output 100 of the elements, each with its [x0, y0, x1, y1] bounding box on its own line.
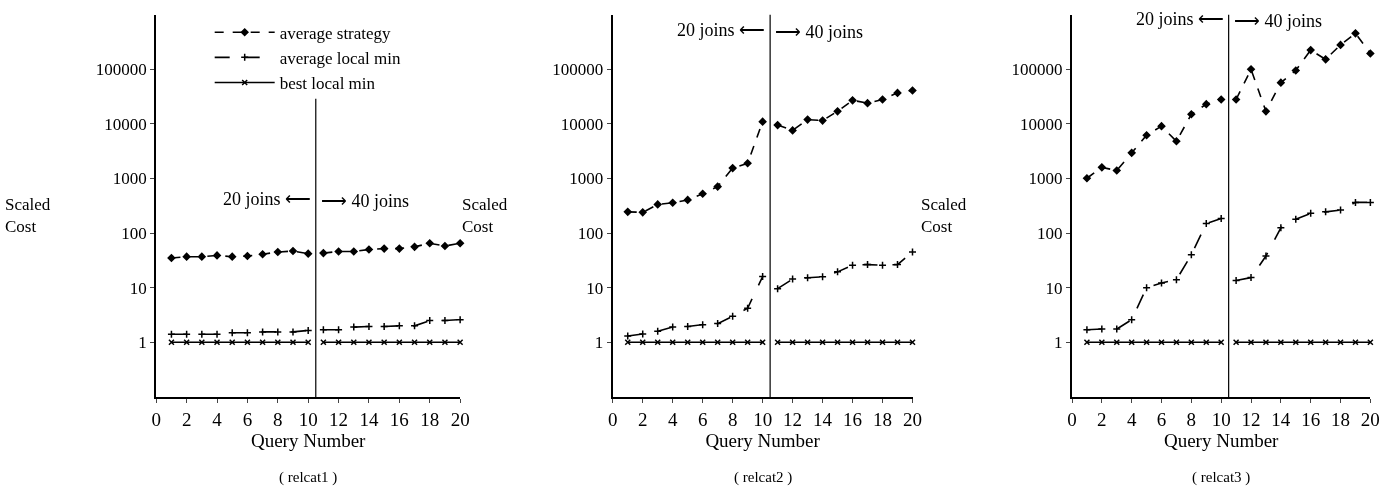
point: [684, 339, 691, 346]
y-tick-label: 1000: [1028, 169, 1063, 189]
x-tick-label: 4: [212, 408, 223, 430]
point: [1097, 324, 1107, 334]
point: [410, 321, 419, 331]
point: [213, 251, 222, 260]
point: [668, 322, 677, 332]
y-tick-label: 100000: [552, 60, 604, 80]
x-tick-label: 8: [1186, 408, 1197, 430]
point: [758, 117, 767, 126]
y-axis-title: Scaled Cost: [5, 195, 51, 237]
annotation: ⟶ 40 joins: [775, 22, 864, 42]
point: [669, 339, 676, 346]
point: [1128, 339, 1135, 346]
y-tick-label: 100000: [1011, 60, 1063, 80]
point: [1082, 174, 1091, 183]
point: [1321, 55, 1330, 64]
point: [456, 239, 465, 248]
point: [426, 339, 433, 346]
x-tick-label: 16: [389, 408, 409, 430]
point: [349, 322, 359, 332]
x-tick-label: 4: [1126, 408, 1137, 430]
x-tick-label: 16: [843, 408, 863, 430]
point: [773, 121, 782, 130]
x-tick-label: 2: [637, 408, 648, 430]
point: [1336, 40, 1345, 49]
point: [1112, 166, 1121, 175]
point: [1082, 325, 1092, 334]
text: ( relcat3 ): [1192, 469, 1251, 486]
x-tick-label: 10: [753, 408, 773, 430]
x-tick-label: 14: [359, 408, 379, 430]
point: [334, 247, 343, 256]
x-tick-label: 18: [1331, 408, 1351, 430]
y-axis-title: Scaled Cost: [462, 195, 508, 237]
x-tick-label: 12: [329, 408, 349, 430]
point: [319, 249, 328, 258]
y-tick-label: 10000: [104, 114, 147, 134]
point: [364, 322, 374, 331]
point: [380, 244, 389, 253]
point: [1127, 148, 1136, 157]
point: [623, 207, 632, 216]
point: [668, 198, 677, 207]
point: [1291, 214, 1301, 224]
point: [1246, 273, 1256, 282]
point: [1216, 214, 1226, 223]
point: [1247, 65, 1256, 74]
point: [197, 252, 206, 261]
y-tick-label: 10000: [1020, 114, 1063, 134]
point: [1157, 122, 1166, 131]
point: [273, 248, 282, 257]
point: [243, 252, 252, 261]
point: [1188, 339, 1195, 346]
point: [833, 107, 842, 116]
point: [395, 321, 404, 331]
legend-label: average strategy: [279, 23, 392, 43]
x-tick-label: 6: [697, 408, 708, 430]
y-axis-title: Scaled Cost: [921, 195, 967, 237]
point: [803, 273, 812, 283]
legend-label: best local min: [279, 74, 376, 94]
x-tick-label: 18: [420, 408, 440, 430]
y-tick-label: 10000: [560, 114, 604, 134]
annotation: ⟶ 40 joins: [1234, 11, 1323, 31]
y-tick-label: 100000: [95, 60, 147, 80]
point: [455, 315, 465, 324]
point: [288, 247, 297, 255]
x-tick-label: 20: [1360, 408, 1380, 430]
legend-label: average local min: [279, 48, 402, 68]
x-axis-title: Query Number: [1163, 429, 1280, 451]
point: [683, 195, 692, 204]
x-tick-label: 2: [1097, 408, 1107, 430]
point: [258, 250, 267, 259]
point: [303, 326, 313, 335]
text: ( relcat2 ): [734, 469, 793, 486]
x-tick-label: 0: [1067, 408, 1077, 430]
point: [1113, 339, 1121, 346]
point: [1187, 250, 1196, 260]
point: [1336, 205, 1345, 215]
annotation: 20 joins ⟵: [1136, 9, 1225, 29]
point: [1097, 163, 1106, 172]
point: [1231, 276, 1241, 285]
x-axis-title: Query Number: [705, 429, 821, 451]
x-tick-label: 12: [783, 408, 803, 430]
point: [848, 96, 857, 105]
point: [396, 339, 403, 346]
point: [1232, 95, 1241, 104]
point: [182, 252, 191, 261]
x-tick-label: 4: [667, 408, 678, 430]
point: [167, 253, 176, 262]
point: [1142, 131, 1151, 140]
y-tick-label: 1: [138, 333, 147, 353]
point: [908, 247, 917, 257]
y-tick-label: 100: [121, 224, 147, 244]
point: [440, 242, 449, 251]
x-axis-title: Query Number: [250, 429, 367, 451]
point: [212, 330, 222, 339]
y-tick-label: 1000: [112, 169, 147, 189]
point: [729, 339, 736, 346]
y-tick-label: 100: [577, 224, 604, 244]
point: [1276, 223, 1286, 233]
point: [425, 239, 434, 248]
